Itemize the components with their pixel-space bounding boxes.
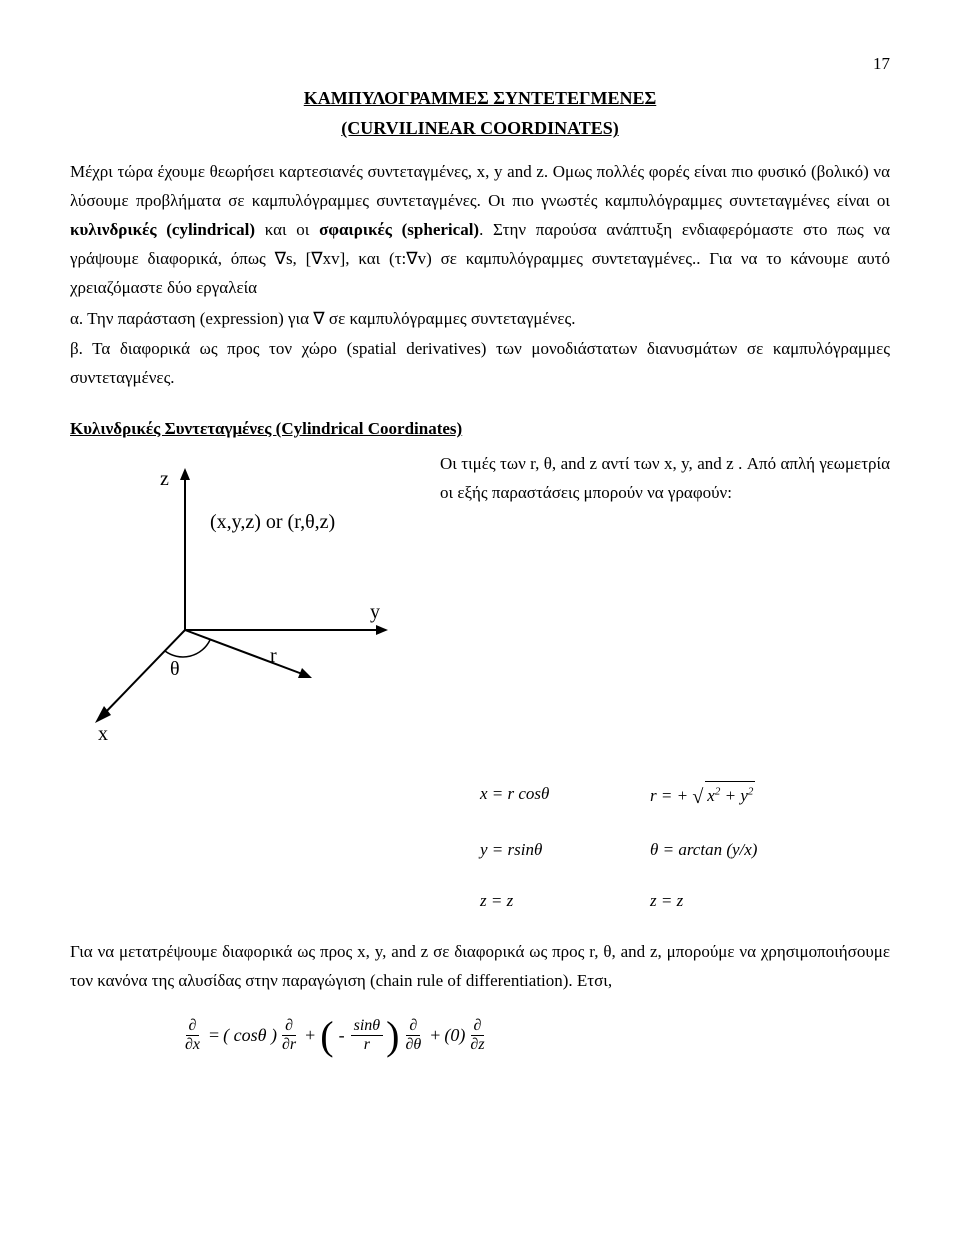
eq-row-1: x = r cosθ r = + √x2 + y2 [480,780,890,814]
p1-bold-1: κυλινδρικές (cylindrical) [70,220,255,239]
frac-ddx: ∂ ∂x [182,1017,203,1053]
cylindrical-axes-svg: z y x r θ (x,y,z) or (r,θ,z) [70,450,430,740]
radical-icon: √ [692,786,703,808]
eq-y: y = rsinθ [480,836,650,865]
sin-num: sinθ [351,1017,384,1036]
ddr-num: ∂ [282,1017,296,1036]
eq-x: x = r cosθ [480,780,650,814]
chain-rule-equation: ∂ ∂x = ( cosθ ) ∂ ∂r + ( - sinθ r ) ∂ ∂θ… [180,1016,890,1056]
ddz-den: ∂z [467,1036,487,1054]
plus-2: + [430,1020,440,1051]
ddz-num: ∂ [471,1017,485,1036]
eq-theta: θ = arctan (y/x) [650,836,757,865]
frac-sin: sinθ r [351,1017,384,1053]
frac-ddz: ∂ ∂z [467,1017,487,1053]
minus-sign: - [339,1020,345,1051]
sin-den: r [361,1036,373,1054]
ddx-num: ∂ [186,1017,200,1036]
alpha-line: α. Την παράσταση (expression) για ∇ σε κ… [70,305,890,334]
eq-z-b: z = z [650,887,683,916]
eq-row-3: z = z z = z [480,887,890,916]
beta-line: β. Τα διαφορικά ως προς τον χώρο (spatia… [70,335,890,393]
axis-label-y: y [370,601,380,623]
eq-r-prefix: r = + [650,786,688,805]
eq-r-rad: x2 + y2 [705,781,755,811]
ddr-den: ∂r [279,1036,299,1054]
axis-label-r: r [270,645,277,667]
p1-text-mid: και οι [255,220,319,239]
equation-block: x = r cosθ r = + √x2 + y2 y = rsinθ θ = … [480,780,890,916]
coordinate-diagram: z y x r θ (x,y,z) or (r,θ,z) [70,450,430,750]
paren-left-icon: ( [320,1016,333,1056]
p1-text-a: Μέχρι τώρα έχουμε θεωρήσει καρτεσιανές σ… [70,162,890,210]
subtitle: (CURVILINEAR COORDINATES) [70,113,890,144]
eq-r: r = + √x2 + y2 [650,780,755,814]
right-text: Οι τιμές των r, θ, and z αντί των x, y, … [430,450,890,508]
equals-sign: = [209,1020,219,1051]
paren-right-icon: ) [386,1016,399,1056]
p1-bold-2: σφαιρικές (spherical) [319,220,479,239]
axis-label-z: z [160,468,169,490]
frac-ddr: ∂ ∂r [279,1017,299,1053]
eq-row-2: y = rsinθ θ = arctan (y/x) [480,836,890,865]
plus-1: + [305,1020,315,1051]
page-number: 17 [70,50,890,79]
ddx-den: ∂x [182,1036,203,1054]
axis-label-theta: θ [170,658,180,680]
axis-label-x: x [98,723,108,740]
section-heading: Κυλινδρικές Συντεταγμένες (Cylindrical C… [70,415,890,444]
eq-z-a: z = z [480,887,650,916]
ddth-num: ∂ [406,1017,420,1036]
point-label: (x,y,z) or (r,θ,z) [210,511,335,533]
frac-ddtheta: ∂ ∂θ [402,1017,424,1053]
zero-term: (0) [444,1020,465,1051]
diagram-and-text-row: z y x r θ (x,y,z) or (r,θ,z) Οι τιμές τω… [70,450,890,750]
main-title: ΚΑΜΠΥΛΟΓΡΑΜΜΕΣ ΣΥΝΤΕΤΕΓΜΕΝΕΣ [70,83,890,114]
ddth-den: ∂θ [402,1036,424,1054]
paragraph-1: Μέχρι τώρα έχουμε θεωρήσει καρτεσιανές σ… [70,158,890,302]
cos-term: ( cosθ ) [223,1020,277,1051]
paragraph-2: Για να μετατρέψουμε διαφορικά ως προς x,… [70,938,890,996]
